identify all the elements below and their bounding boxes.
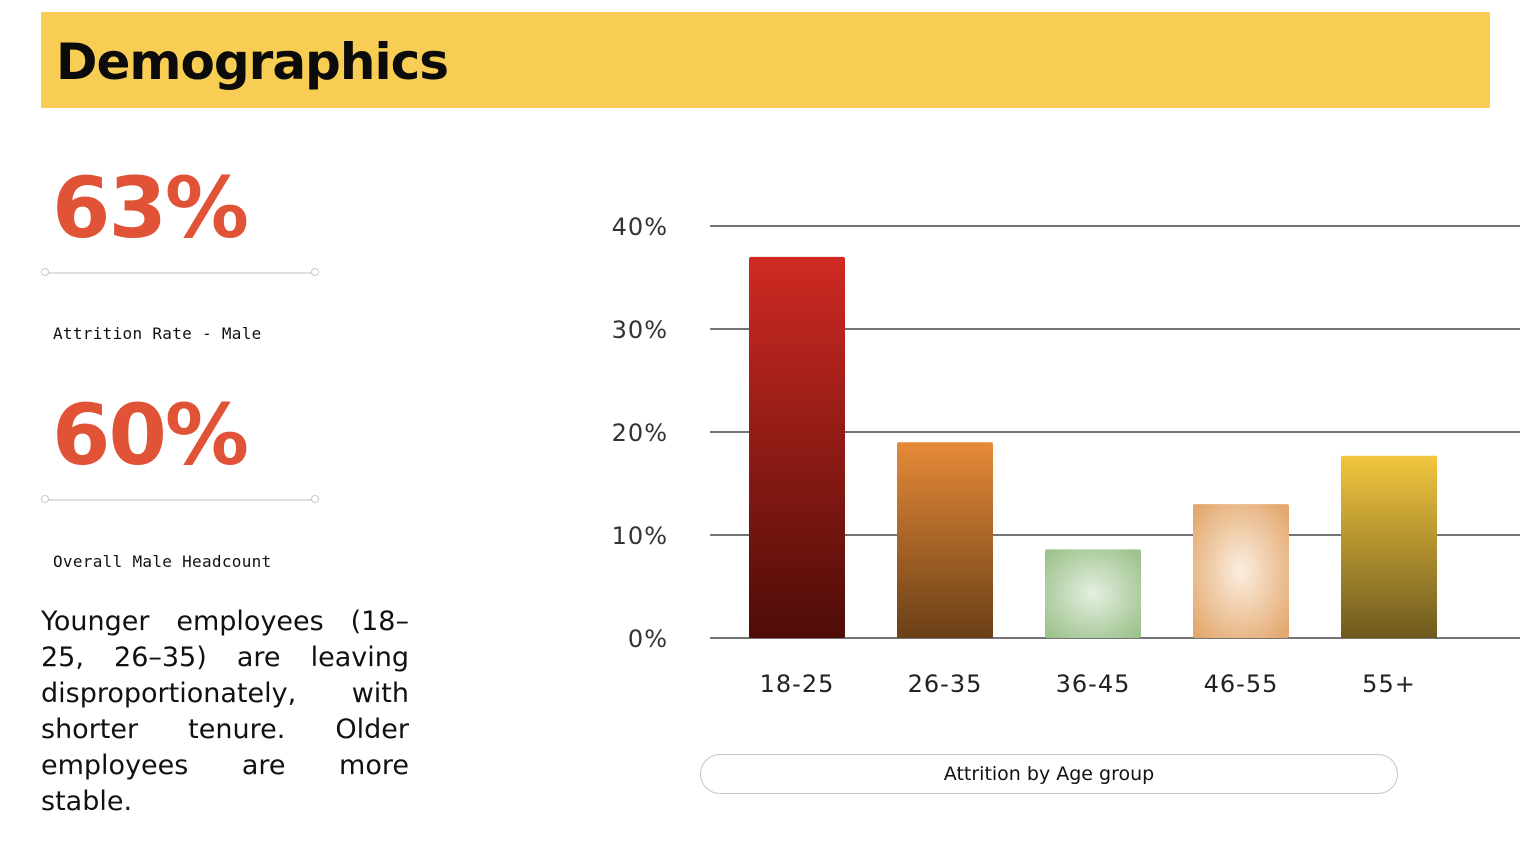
y-tick-label: 10% [612, 522, 668, 550]
divider-end-dot [41, 495, 49, 503]
stat-value: 60% [52, 386, 249, 484]
header-band: Demographics [41, 12, 1490, 108]
divider-end-dot [41, 268, 49, 276]
stat-divider [41, 495, 319, 503]
chart-title-pill: Attrition by Age group [700, 754, 1398, 794]
bar-36-45 [1045, 549, 1141, 638]
attrition-age-bar-chart: 0% 10% 20% 30% 40% 18-25 26-35 36-45 46-55 55+ [612, 213, 1520, 698]
stat-value: 63% [52, 159, 249, 257]
x-tick-label: 26-35 [908, 670, 983, 698]
divider-end-dot [311, 495, 319, 503]
stat-divider [41, 268, 319, 276]
bar-26-35 [897, 442, 993, 638]
stat-label: Overall Male Headcount [53, 552, 272, 571]
y-axis-ticks: 0% 10% 20% 30% 40% [612, 213, 668, 653]
y-tick-label: 30% [612, 316, 668, 344]
bar-18-25 [749, 256, 845, 638]
x-axis-ticks: 18-25 26-35 36-45 46-55 55+ [760, 670, 1416, 698]
chart-bars [749, 256, 1437, 638]
y-tick-label: 40% [612, 213, 668, 241]
page-title: Demographics [56, 33, 449, 91]
bar-46-55 [1193, 504, 1289, 638]
chart-title: Attrition by Age group [943, 763, 1155, 785]
x-tick-label: 46-55 [1204, 670, 1279, 698]
insight-text: Younger employees (18–25, 26–35) are lea… [41, 606, 409, 817]
x-tick-label: 55+ [1362, 670, 1416, 698]
bar-55+ [1341, 455, 1437, 638]
stat-label: Attrition Rate - Male [53, 324, 262, 343]
y-tick-label: 20% [612, 419, 668, 447]
x-tick-label: 18-25 [760, 670, 835, 698]
divider-end-dot [311, 268, 319, 276]
y-tick-label: 0% [628, 625, 668, 653]
x-tick-label: 36-45 [1056, 670, 1131, 698]
